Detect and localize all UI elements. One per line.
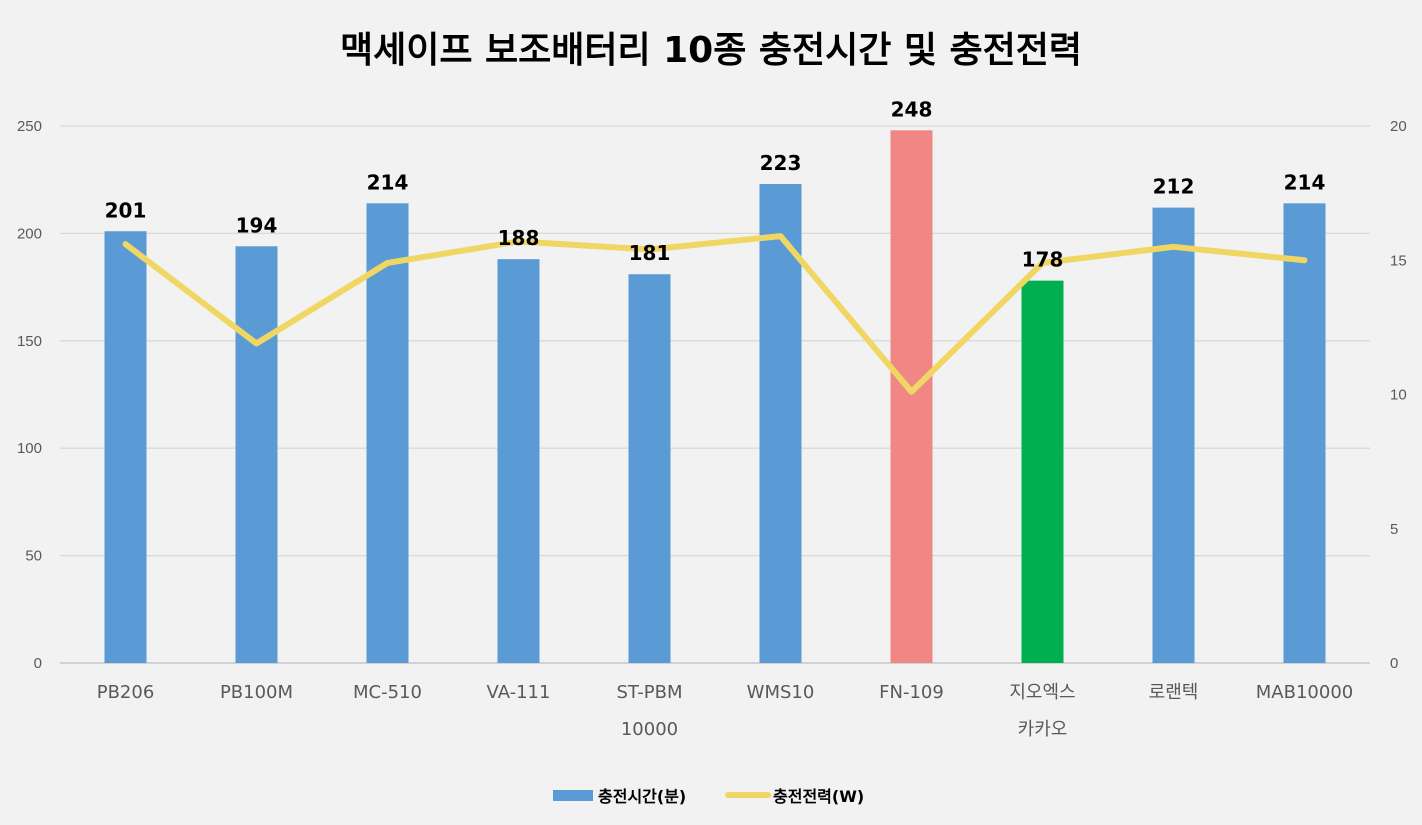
category-label: ST-PBM — [617, 682, 683, 703]
legend-bar-label: 충전시간(분) — [598, 787, 686, 806]
bar-data-label: 178 — [1022, 248, 1064, 272]
bar — [759, 183, 802, 663]
category-label: PB100M — [220, 682, 293, 703]
bar-data-label: 212 — [1153, 175, 1195, 199]
left-tick-label: 50 — [25, 548, 42, 565]
bar — [104, 231, 147, 663]
bar — [366, 203, 409, 663]
category-label: 로랜텍 — [1149, 682, 1199, 703]
bar-data-label: 201 — [105, 198, 147, 222]
bar-data-label: 181 — [629, 241, 671, 265]
bar — [1283, 203, 1326, 663]
legend-bar-swatch — [553, 790, 593, 801]
left-tick-label: 250 — [17, 118, 42, 135]
category-label: VA-111 — [487, 682, 551, 703]
category-label: PB206 — [97, 682, 155, 703]
bar — [1021, 280, 1064, 663]
bar — [628, 274, 671, 663]
category-label: MAB10000 — [1256, 682, 1353, 703]
category-label: MC-510 — [353, 682, 422, 703]
left-tick-label: 0 — [34, 655, 42, 672]
bar — [497, 259, 540, 663]
bar-data-label: 214 — [1284, 170, 1326, 194]
left-tick-label: 200 — [17, 225, 42, 242]
bar-data-label: 214 — [367, 170, 409, 194]
bar-data-label: 223 — [760, 151, 802, 175]
bar-data-label: 194 — [236, 213, 278, 237]
bar-data-label: 248 — [891, 97, 933, 121]
bar — [1152, 207, 1195, 663]
bar — [235, 246, 278, 663]
legend-line-label: 충전전력(W) — [773, 787, 864, 806]
right-tick-label: 20 — [1390, 118, 1407, 135]
category-label: FN-109 — [879, 682, 944, 703]
category-label: WMS10 — [747, 682, 815, 703]
right-tick-label: 5 — [1390, 521, 1398, 538]
bar — [890, 130, 933, 663]
right-tick-label: 0 — [1390, 655, 1398, 672]
category-label: 지오엑스 — [1009, 682, 1075, 703]
bar-data-label: 188 — [498, 226, 540, 250]
chart-title: 맥세이프 보조배터리 10종 충전시간 및 충전전력 — [340, 30, 1082, 71]
left-tick-label: 100 — [17, 440, 42, 457]
right-tick-label: 15 — [1390, 252, 1407, 269]
category-label: 10000 — [621, 719, 678, 740]
category-label: 카카오 — [1018, 719, 1068, 740]
line-series — [122, 233, 1308, 395]
right-tick-label: 10 — [1390, 387, 1407, 404]
left-tick-label: 150 — [17, 333, 42, 350]
